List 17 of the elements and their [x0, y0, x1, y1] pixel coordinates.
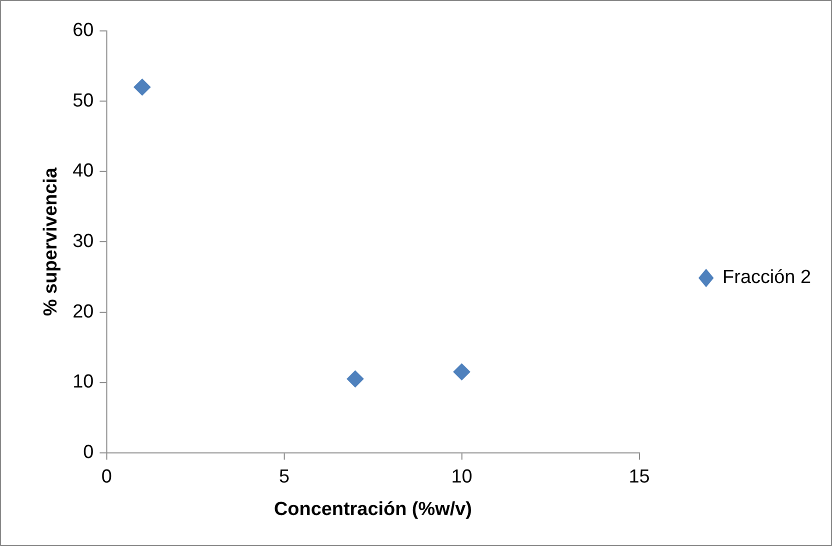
x-tick-label: 10 — [451, 466, 472, 488]
point — [346, 370, 364, 388]
y-tick-label: 10 — [72, 372, 94, 393]
x-tick-label: 5 — [278, 466, 290, 488]
point — [453, 363, 470, 380]
legend-label: Fracción 2 — [722, 267, 812, 288]
y-tick-label: 30 — [72, 231, 94, 252]
y-tick-label: 50 — [72, 90, 94, 112]
y-axis-title: % supervivencia — [40, 167, 62, 316]
point — [134, 78, 151, 96]
y-tick-label: 20 — [72, 301, 94, 322]
x-tick-label: 15 — [628, 466, 650, 488]
x-axis-title: Concentración (%w/v) — [274, 498, 472, 520]
y-tick-label: 0 — [83, 442, 94, 463]
x-tick-label: 0 — [101, 466, 112, 488]
y-tick-label: 40 — [72, 160, 94, 182]
y-tick-label: 60 — [72, 20, 94, 42]
